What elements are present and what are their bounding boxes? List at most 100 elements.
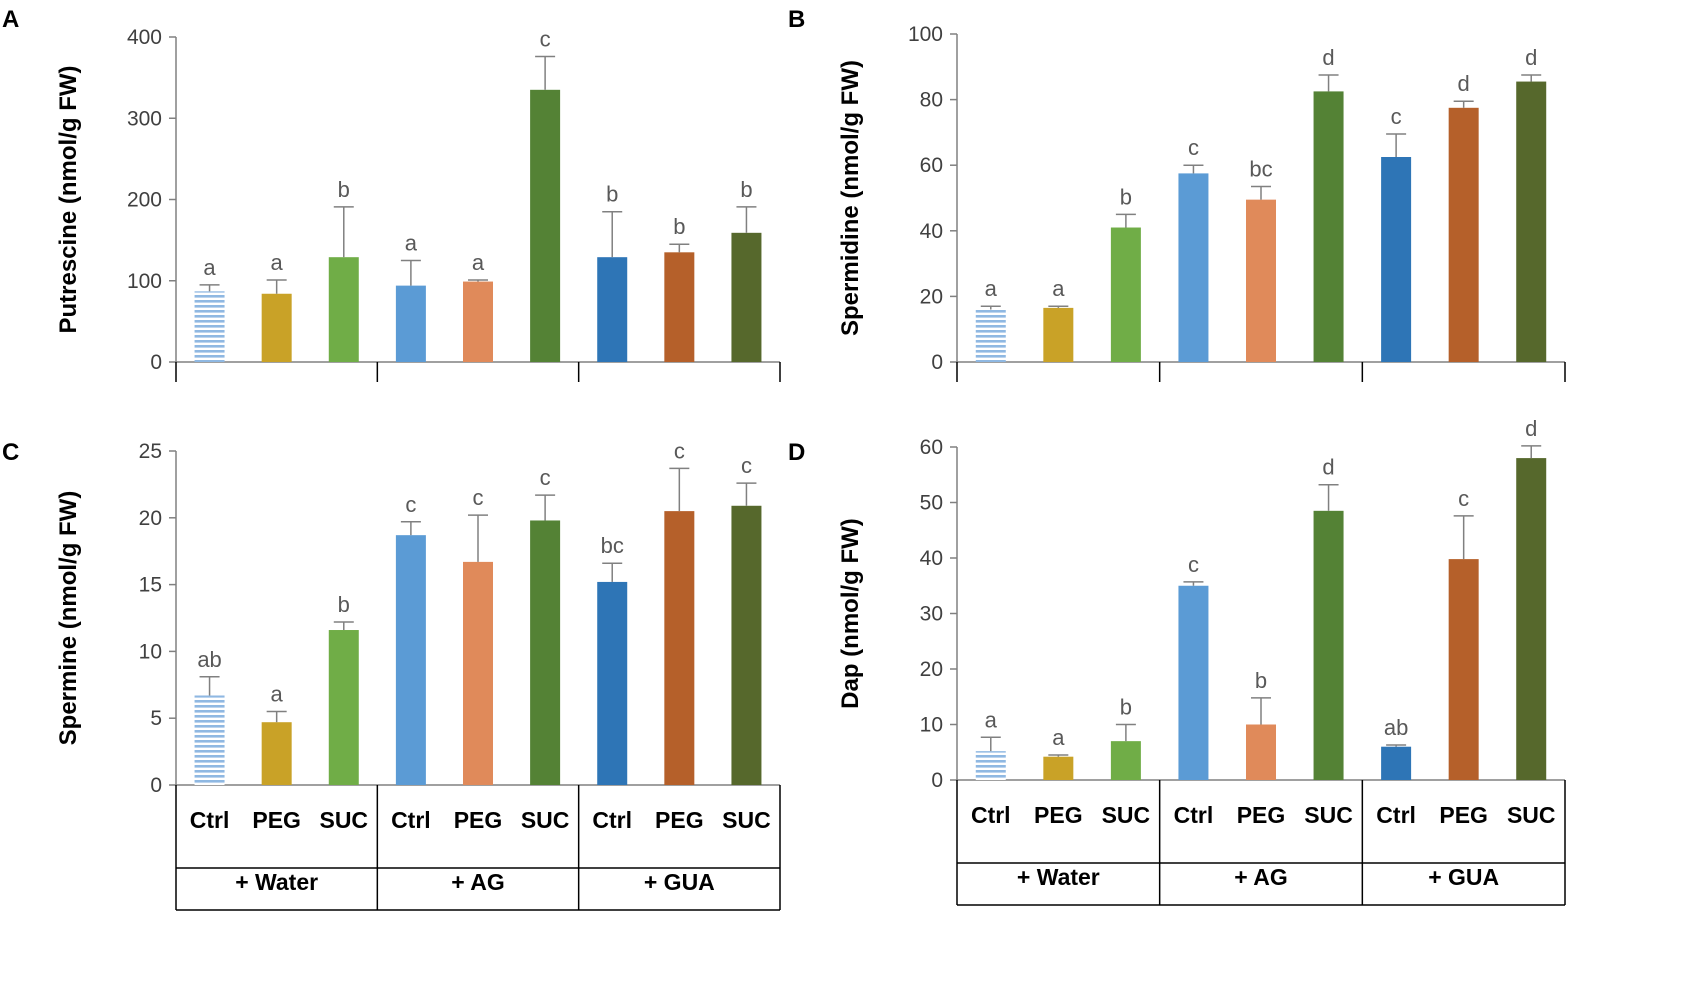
- bar: [1178, 173, 1209, 362]
- bar: [975, 309, 1006, 362]
- significance-label: c: [405, 492, 416, 517]
- category-label: PEG: [655, 807, 704, 833]
- significance-label: b: [338, 592, 350, 617]
- significance-label: b: [673, 214, 685, 239]
- y-tick-label: 200: [127, 189, 162, 212]
- significance-label: d: [1322, 455, 1334, 480]
- significance-label: c: [540, 465, 551, 490]
- y-axis-label: Spermidine (nmol/g FW): [837, 60, 864, 336]
- significance-label: c: [1458, 486, 1469, 511]
- group-label: + Water: [1017, 864, 1100, 890]
- bar: [664, 252, 695, 362]
- y-tick-label: 40: [920, 547, 943, 570]
- significance-label: c: [1391, 104, 1402, 129]
- y-axis-label: Spermine (nmol/g FW): [55, 491, 82, 746]
- y-tick-label: 5: [150, 707, 162, 730]
- bar: [1448, 107, 1479, 362]
- bar: [1313, 91, 1344, 363]
- bar: [530, 520, 561, 785]
- bar: [194, 695, 225, 785]
- bar: [261, 293, 292, 362]
- y-tick-label: 0: [150, 774, 162, 797]
- category-label: Ctrl: [1376, 802, 1416, 828]
- significance-label: b: [1120, 695, 1132, 720]
- y-tick-label: 20: [139, 507, 162, 530]
- category-label: PEG: [252, 807, 301, 833]
- significance-label: c: [540, 27, 551, 52]
- group-label: + AG: [451, 869, 504, 895]
- bar: [1381, 157, 1412, 362]
- group-label: + AG: [1234, 864, 1287, 890]
- bar: [1381, 746, 1412, 780]
- significance-label: a: [405, 230, 418, 255]
- significance-label: d: [1322, 45, 1334, 70]
- significance-label: b: [606, 182, 618, 207]
- significance-label: b: [338, 177, 350, 202]
- panel-letter: B: [788, 6, 805, 33]
- y-tick-label: 100: [908, 23, 943, 46]
- significance-label: ab: [1384, 715, 1408, 740]
- y-tick-label: 10: [139, 640, 162, 663]
- significance-label: ab: [197, 647, 221, 672]
- bar: [1110, 227, 1141, 362]
- significance-label: b: [740, 177, 752, 202]
- category-label: Ctrl: [1174, 802, 1214, 828]
- significance-label: b: [1120, 184, 1132, 209]
- significance-label: c: [1188, 135, 1199, 160]
- bar: [395, 535, 426, 785]
- group-label: + GUA: [1428, 864, 1499, 890]
- significance-label: a: [271, 250, 284, 275]
- category-label: SUC: [1304, 802, 1353, 828]
- significance-label: c: [1188, 552, 1199, 577]
- panel-a: A 0 100 200 300 400 Putrescine (nmol/g FW) a a b a…: [2, 6, 781, 382]
- bar: [1043, 756, 1074, 780]
- significance-label: a: [985, 707, 998, 732]
- category-label: SUC: [1102, 802, 1151, 828]
- significance-label: bc: [601, 533, 624, 558]
- y-tick-label: 25: [139, 440, 162, 463]
- category-label: PEG: [1439, 802, 1488, 828]
- category-label: Ctrl: [592, 807, 632, 833]
- significance-label: b: [1255, 668, 1267, 693]
- panel-c: C 0 5 10 15 20 25 Spermine (nmol/g FW) + Water + …: [2, 438, 781, 911]
- bar: [463, 561, 493, 785]
- y-tick-label: 60: [920, 154, 943, 177]
- significance-label: d: [1458, 71, 1470, 96]
- panel-letter: D: [788, 439, 805, 466]
- y-tick-label: 60: [920, 436, 943, 459]
- y-tick-label: 0: [150, 351, 162, 374]
- bar: [1516, 458, 1547, 780]
- panel-letter: C: [2, 439, 19, 466]
- y-tick-label: 400: [127, 26, 162, 49]
- bar: [597, 257, 628, 362]
- bar: [1043, 307, 1074, 362]
- category-label: SUC: [722, 807, 771, 833]
- y-tick-label: 0: [931, 351, 943, 374]
- y-tick-label: 80: [920, 89, 943, 112]
- group-label: + Water: [235, 869, 318, 895]
- category-label: SUC: [319, 807, 368, 833]
- category-label: Ctrl: [971, 802, 1011, 828]
- y-axis-label: Putrescine (nmol/g FW): [55, 65, 82, 333]
- category-label: PEG: [1237, 802, 1286, 828]
- y-tick-label: 10: [920, 714, 943, 737]
- significance-label: a: [203, 255, 216, 280]
- y-tick-label: 0: [931, 769, 943, 792]
- significance-label: a: [271, 682, 284, 707]
- group-label: + GUA: [644, 869, 715, 895]
- category-label: PEG: [1034, 802, 1083, 828]
- bar: [1246, 199, 1276, 362]
- significance-label: a: [985, 276, 998, 301]
- category-label: Ctrl: [190, 807, 230, 833]
- y-tick-label: 40: [920, 220, 943, 243]
- significance-label: a: [472, 250, 485, 275]
- significance-label: c: [674, 438, 685, 463]
- significance-label: d: [1525, 416, 1537, 441]
- y-tick-label: 20: [920, 658, 943, 681]
- category-label: PEG: [454, 807, 503, 833]
- significance-label: bc: [1249, 157, 1272, 182]
- panel-letter: A: [2, 6, 19, 33]
- significance-label: d: [1525, 45, 1537, 70]
- category-label: Ctrl: [391, 807, 431, 833]
